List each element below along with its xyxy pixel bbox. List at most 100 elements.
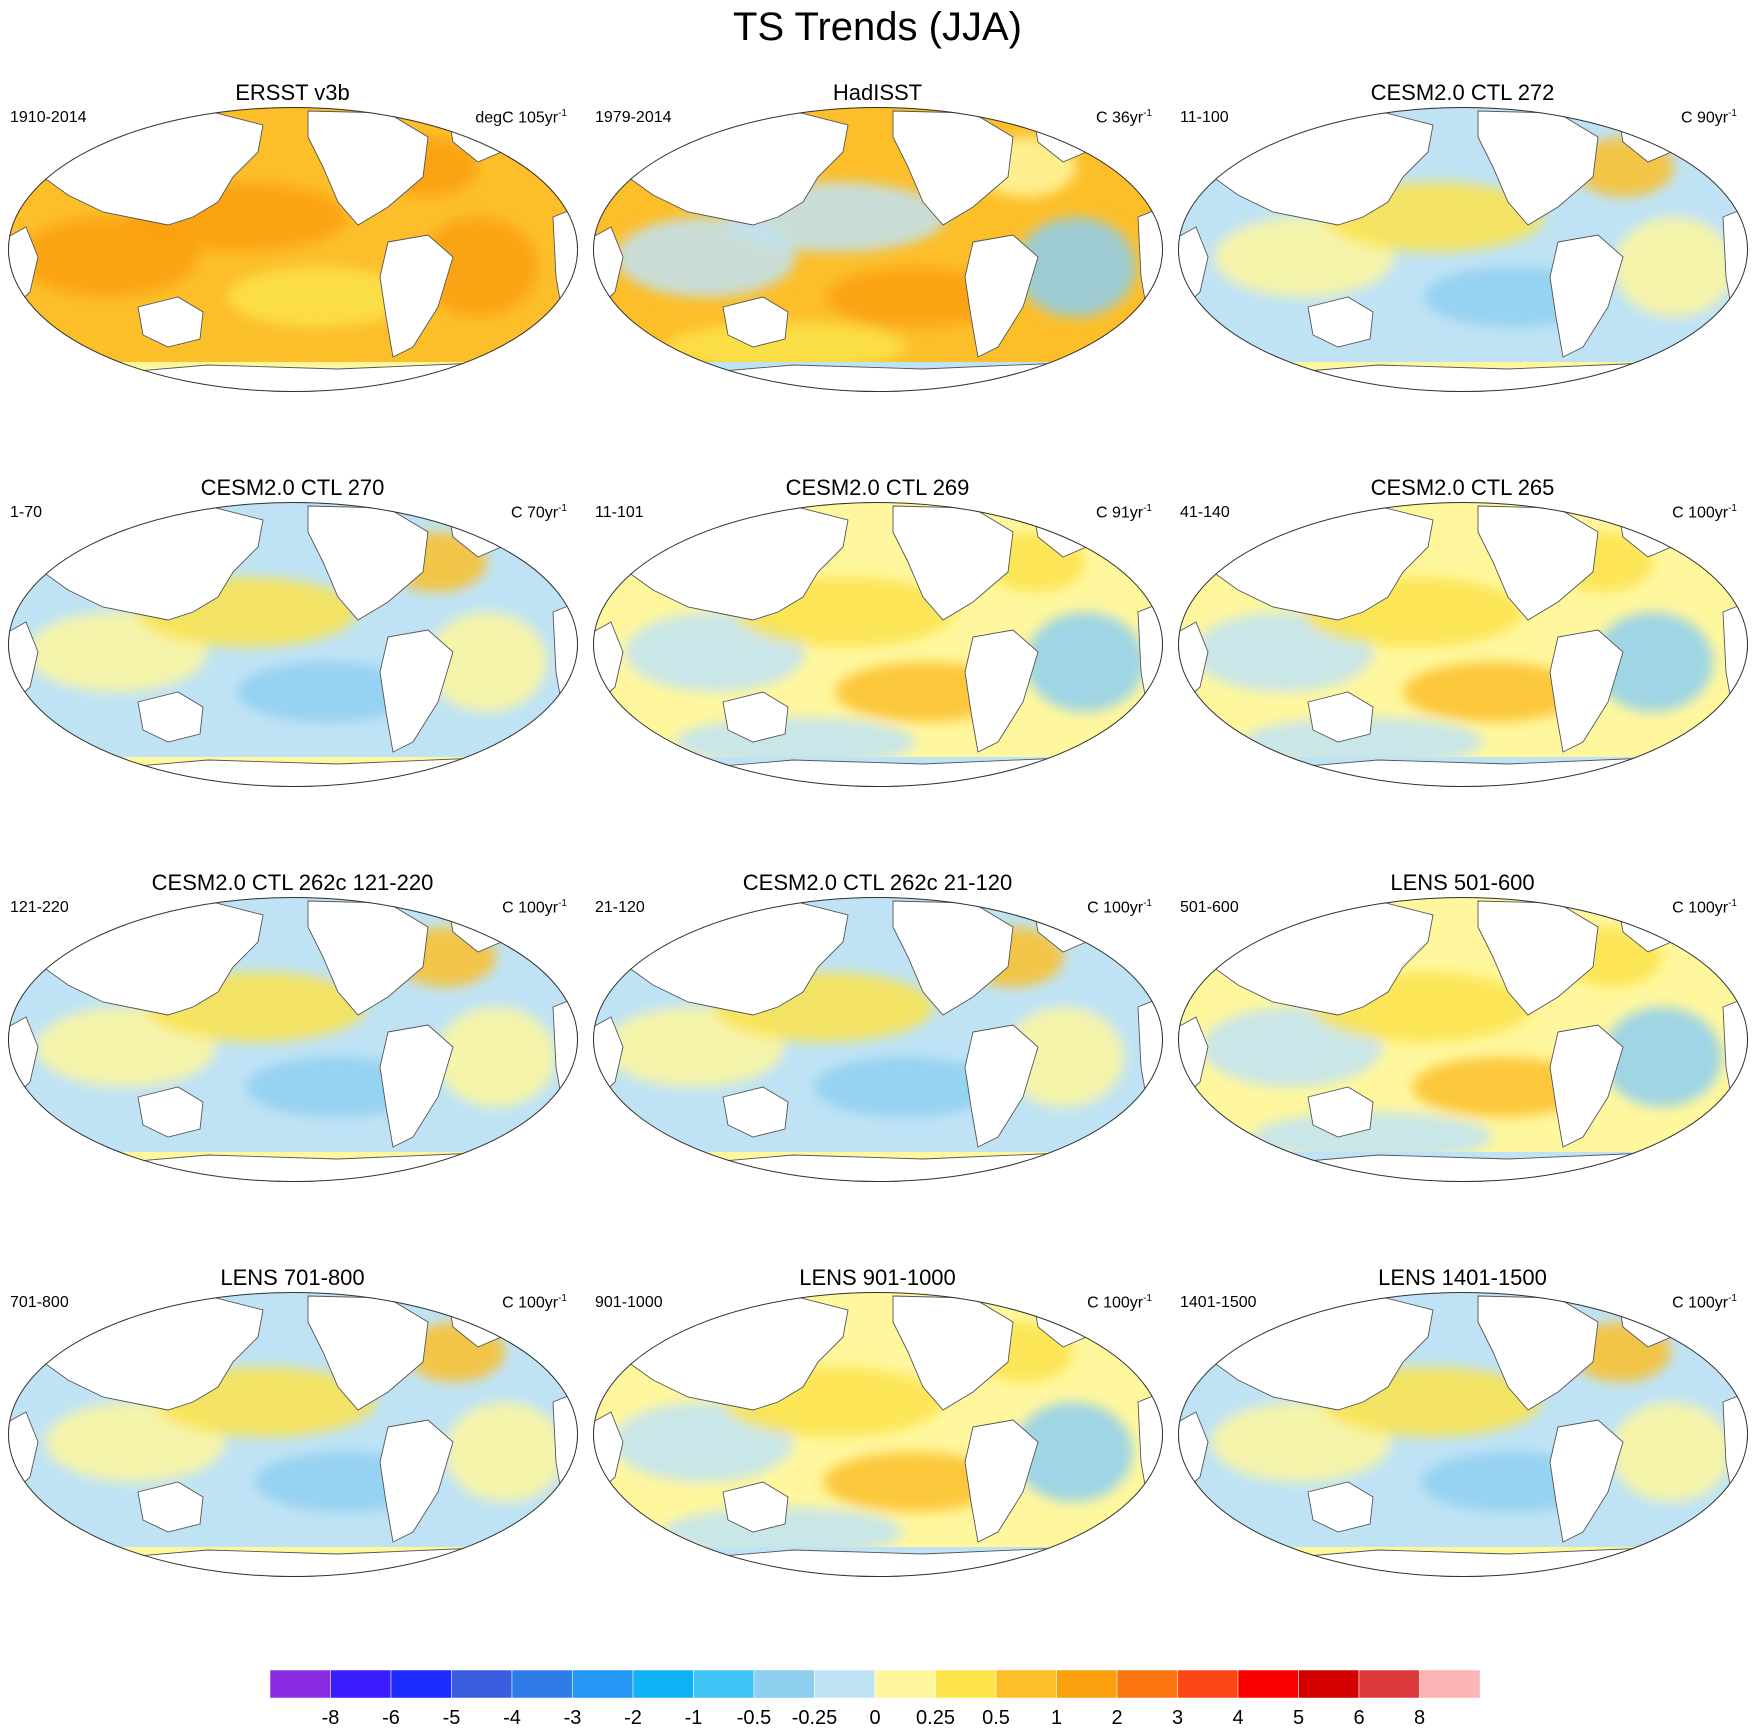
anomaly-region: [814, 1057, 994, 1117]
anomaly-region: [1403, 662, 1583, 722]
panel-units: C 100yr-1: [1087, 898, 1152, 917]
land-mass: [137, 1481, 204, 1533]
colorbar-tick-label: -8: [322, 1707, 340, 1729]
map-frame: [593, 1292, 1163, 1577]
map-frame: [593, 897, 1163, 1182]
panel-units: degC 105yr-1: [475, 108, 567, 127]
land-mass: [1307, 296, 1374, 348]
land-mass: [1722, 601, 1748, 723]
land-mass: [1307, 1086, 1374, 1138]
anomaly-region: [418, 217, 538, 317]
panel-units: C 100yr-1: [1672, 1293, 1737, 1312]
colorbar-swatch: [390, 1670, 452, 1699]
colorbar-swatch: [1237, 1670, 1299, 1699]
map-svg: [1178, 107, 1748, 392]
map-frame: [8, 897, 578, 1182]
land-mass: [307, 900, 429, 1016]
map-svg: [8, 502, 578, 787]
colorbar-swatch: [1177, 1670, 1239, 1699]
panel-period: 501-600: [1180, 899, 1239, 916]
land-mass: [552, 601, 578, 723]
map-svg: [8, 107, 578, 392]
land-mass: [722, 1086, 789, 1138]
map-panel: CESM2.0 CTL 269 11-101 C 91yr-1: [585, 395, 1170, 790]
anomaly-region: [1602, 1007, 1722, 1107]
panel-title: CESM2.0 CTL 262c 21-120: [742, 870, 1013, 895]
colorbar-swatch: [995, 1670, 1057, 1699]
colorbar-tick-label: -3: [564, 1707, 582, 1729]
colorbar-tick-label: -0.5: [737, 1707, 771, 1729]
colorbar-swatch: [693, 1670, 755, 1699]
map-frame: [1178, 107, 1748, 392]
land-mass: [307, 110, 429, 226]
anomaly-region: [1412, 1057, 1592, 1117]
land-mass: [1549, 629, 1624, 753]
anomaly-region: [1614, 217, 1734, 317]
panel-title: LENS 1401-1500: [1378, 1265, 1547, 1290]
colorbar-tick-label: 4: [1232, 1707, 1243, 1729]
anomaly-region: [427, 612, 547, 712]
colorbar-swatch: [632, 1670, 694, 1699]
colorbar-tick-label: 3: [1172, 1707, 1183, 1729]
panel-title: ERSST v3b: [235, 80, 350, 105]
panel-title: CESM2.0 CTL 262c 121-220: [151, 870, 434, 895]
map-panel: LENS 501-600 501-600 C 100yr-1: [1170, 790, 1755, 1185]
land-mass: [379, 629, 454, 753]
anomaly-region: [228, 267, 408, 327]
map-frame: [1178, 1292, 1748, 1577]
colorbar-swatch: [572, 1670, 634, 1699]
panel-units: C 100yr-1: [1672, 898, 1737, 917]
land-mass: [964, 234, 1039, 358]
land-mass: [1137, 996, 1163, 1118]
map-svg: [593, 107, 1163, 392]
land-mass: [307, 1295, 429, 1411]
land-mass: [964, 1419, 1039, 1543]
land-mass: [964, 629, 1039, 753]
panel-units: C 100yr-1: [1672, 503, 1737, 522]
anomaly-region: [1016, 217, 1136, 317]
land-mass: [1307, 1481, 1374, 1533]
map-frame: [593, 502, 1163, 787]
panel-period: 1-70: [10, 504, 43, 521]
map-frame: [8, 107, 578, 392]
panel-title: LENS 501-600: [1390, 870, 1535, 895]
panel-period: 901-1000: [595, 1294, 663, 1311]
colorbar-tick-label: -0.25: [792, 1707, 838, 1729]
land-mass: [1477, 1295, 1599, 1411]
colorbar-swatch: [935, 1670, 997, 1699]
anomaly-region: [823, 1452, 1003, 1512]
map-svg: [593, 502, 1163, 787]
anomaly-region: [77, 717, 317, 767]
map-frame: [8, 502, 578, 787]
colorbar-tick-label: 2: [1111, 1707, 1122, 1729]
anomaly-region: [1004, 1007, 1124, 1107]
map-panel: CESM2.0 CTL 265 41-140 C 100yr-1: [1170, 395, 1755, 790]
colorbar-swatch: [753, 1670, 815, 1699]
anomaly-region: [666, 322, 906, 372]
land-mass: [1549, 1024, 1624, 1148]
panel-title: LENS 901-1000: [799, 1265, 956, 1290]
panel-period: 121-220: [10, 899, 69, 916]
land-mass: [1307, 691, 1374, 743]
map-svg: [593, 1292, 1163, 1577]
panel-title: CESM2.0 CTL 270: [200, 475, 385, 500]
panel-period: 21-120: [595, 899, 645, 916]
land-mass: [552, 1391, 578, 1513]
colorbar-tick-label: -5: [443, 1707, 461, 1729]
map-frame: [1178, 897, 1748, 1182]
land-mass: [722, 691, 789, 743]
colorbar-tick-label: -4: [503, 1707, 521, 1729]
colorbar-tick-label: -2: [624, 1707, 642, 1729]
land-mass: [892, 110, 1014, 226]
land-mass: [379, 234, 454, 358]
map-frame: [593, 107, 1163, 392]
anomaly-region: [1243, 717, 1483, 767]
map-panel: LENS 701-800 701-800 C 100yr-1: [0, 1185, 585, 1580]
map-svg: [1178, 897, 1748, 1182]
land-mass: [137, 1086, 204, 1138]
map-svg: [8, 897, 578, 1182]
map-panel: CESM2.0 CTL 262c 21-120 21-120 C 100yr-1: [585, 790, 1170, 1185]
anomaly-region: [237, 662, 417, 722]
anomaly-region: [1252, 1112, 1492, 1162]
